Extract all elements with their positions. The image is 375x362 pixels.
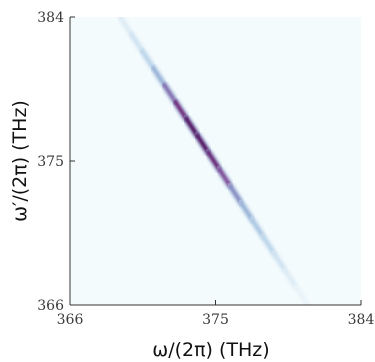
ridge-core-segment [294,285,310,305]
x-tick-label: 366 [57,312,84,328]
heatmap-ridge [115,17,313,305]
y-axis-label: ω′/(2π) (THz) [9,100,31,222]
y-tick-label: 375 [37,154,64,170]
y-axis-ticks: 366 375 384 [37,10,75,314]
x-tick-label: 375 [202,312,229,328]
x-axis-label: ω/(2π) (THz) [152,339,269,361]
x-tick-label: 384 [348,312,375,328]
x-axis-ticks: 366 375 384 [57,300,375,328]
y-tick-label: 366 [37,298,64,314]
y-tick-label: 384 [37,10,64,26]
